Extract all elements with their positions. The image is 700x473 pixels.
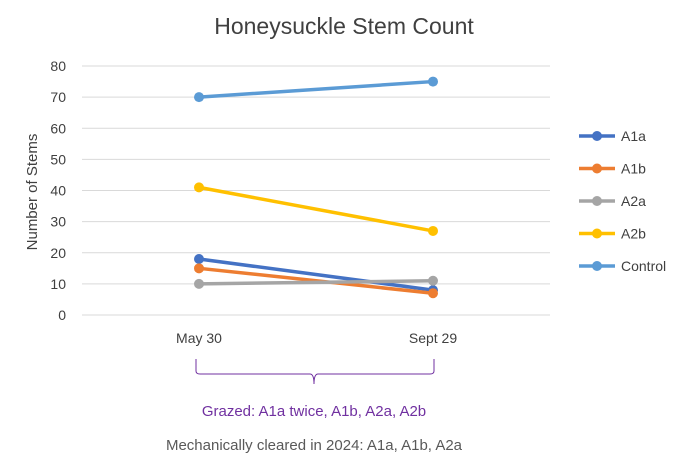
x-tick-labels: May 30 Sept 29 bbox=[176, 330, 457, 346]
y-tick-label: 40 bbox=[50, 183, 66, 199]
clearing-annotation: Mechanically cleared in 2024: A1a, A1b, … bbox=[166, 437, 463, 454]
x-tick-label: May 30 bbox=[176, 330, 222, 346]
x-tick-label: Sept 29 bbox=[409, 330, 457, 346]
legend-label: A2b bbox=[621, 226, 646, 242]
series-a2a bbox=[194, 275, 438, 289]
series-lines bbox=[194, 76, 438, 299]
y-tick-label: 60 bbox=[50, 120, 66, 136]
data-point bbox=[194, 92, 204, 103]
chart-title: Honeysuckle Stem Count bbox=[214, 13, 474, 39]
legend-swatch-marker bbox=[592, 196, 602, 206]
legend-swatch-marker bbox=[592, 163, 602, 174]
series-control bbox=[194, 76, 438, 103]
series-line bbox=[197, 279, 435, 286]
y-tick-label: 30 bbox=[50, 214, 66, 230]
legend-item-a2a: A2a bbox=[579, 193, 646, 209]
y-tick-label: 20 bbox=[50, 245, 66, 261]
y-tick-label: 80 bbox=[50, 58, 66, 74]
data-point bbox=[428, 76, 438, 87]
series-line bbox=[197, 257, 435, 292]
data-point bbox=[194, 253, 204, 264]
y-tick-label: 70 bbox=[50, 89, 66, 105]
legend-swatch-marker bbox=[592, 228, 602, 239]
legend-item-a1b: A1b bbox=[579, 161, 646, 177]
data-point bbox=[428, 288, 438, 299]
series-line bbox=[197, 185, 435, 233]
legend-label: A2a bbox=[621, 193, 646, 209]
data-point bbox=[194, 182, 204, 193]
gridlines bbox=[82, 65, 550, 316]
y-axis-label: Number of Stems bbox=[24, 134, 41, 251]
legend-item-a1a: A1a bbox=[579, 128, 646, 144]
legend-swatch-marker bbox=[592, 261, 602, 271]
y-tick-labels: 0 10 20 30 40 50 60 70 80 bbox=[50, 58, 66, 323]
legend: A1a A1b A2a A2b Control bbox=[579, 128, 666, 274]
data-point bbox=[428, 225, 438, 236]
series-line bbox=[197, 79, 435, 99]
legend-label: A1b bbox=[621, 161, 646, 177]
legend-label: A1a bbox=[621, 128, 646, 144]
data-point bbox=[194, 278, 204, 289]
grazing-period-brace bbox=[195, 359, 435, 385]
y-tick-label: 10 bbox=[50, 276, 66, 292]
grazing-annotation: Grazed: A1a twice, A1b, A2a, A2b bbox=[202, 403, 426, 420]
y-tick-label: 50 bbox=[50, 151, 66, 167]
legend-label: Control bbox=[621, 258, 666, 274]
series-a2b bbox=[194, 182, 438, 236]
y-tick-label: 0 bbox=[58, 307, 66, 323]
legend-item-a2b: A2b bbox=[579, 226, 646, 242]
data-point bbox=[428, 275, 438, 286]
legend-item-control: Control bbox=[579, 258, 666, 274]
data-point bbox=[194, 263, 204, 274]
legend-swatch-marker bbox=[592, 131, 602, 141]
